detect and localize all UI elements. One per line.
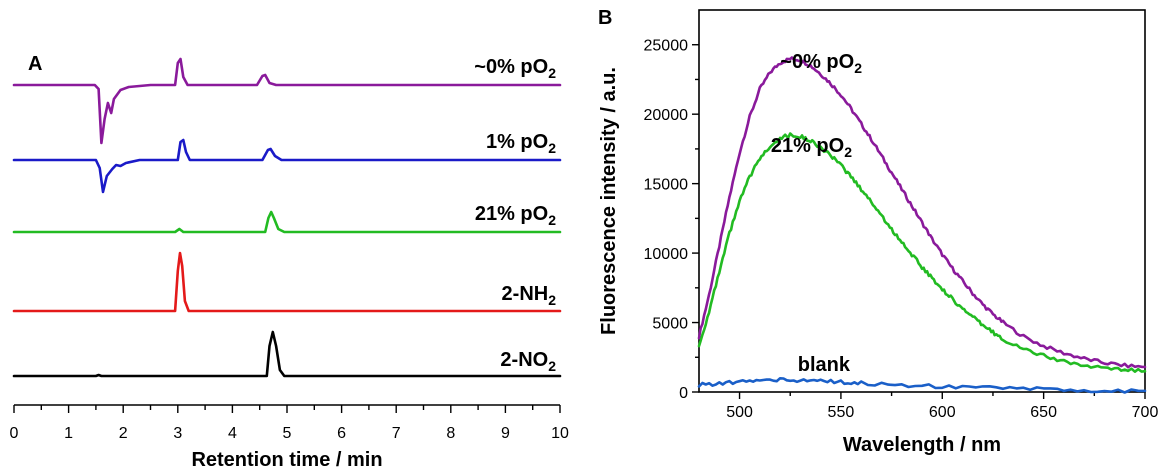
panel-b-trace-labels: ~0% pO2 21% pO2 blank <box>771 51 862 376</box>
panel-a-x-ticks: 0 1 2 3 4 5 6 7 8 9 10 <box>10 405 569 442</box>
trace-label-1: 21% pO2 <box>771 135 852 160</box>
x-tick-label: 8 <box>446 425 455 442</box>
x-tick-label: 1 <box>64 425 73 442</box>
panel-a-letter: A <box>28 53 42 75</box>
panel-b-plot-frame <box>698 9 1146 393</box>
y-tick-label: 15000 <box>644 177 689 194</box>
y-tick-label: 25000 <box>644 38 689 55</box>
x-tick-label: 3 <box>173 425 182 442</box>
trace-1 <box>12 138 562 194</box>
panel-b-letter: B <box>598 7 612 29</box>
trace-label-4: 2-NO2 <box>500 349 556 374</box>
trace-0 <box>12 57 562 145</box>
trace-label-0: ~0% pO2 <box>780 51 862 76</box>
panel-b-fluorescence: B 500 550 600 650 700 0 5000 10000 15000 20000 250… <box>598 7 1158 456</box>
trace-2 <box>697 377 1147 394</box>
x-tick-label: 7 <box>392 425 401 442</box>
trace-2 <box>12 210 562 234</box>
panel-b-x-axis-title: Wavelength / nm <box>843 434 1001 456</box>
trace-label-3: 2-NH2 <box>502 283 557 308</box>
panel-b-ticks: 500 550 600 650 700 0 5000 10000 15000 20000 25000 <box>644 38 1159 421</box>
y-tick-label: 10000 <box>644 246 689 263</box>
trace-label-2: 21% pO2 <box>475 203 556 228</box>
panel-a-x-axis-title: Retention time / min <box>191 449 382 471</box>
panel-b-traces <box>697 56 1147 394</box>
trace-3 <box>12 251 562 313</box>
x-tick-label: 6 <box>337 425 346 442</box>
trace-label-0: ~0% pO2 <box>474 56 556 81</box>
x-tick-label: 4 <box>228 425 237 442</box>
panel-b-y-axis-title: Fluorescence intensity / a.u. <box>598 67 620 335</box>
x-tick-label: 550 <box>828 404 855 421</box>
x-tick-label: 10 <box>551 425 569 442</box>
trace-label-2: blank <box>798 354 851 376</box>
x-tick-label: 5 <box>283 425 292 442</box>
trace-1 <box>697 132 1147 373</box>
panel-a-trace-labels: ~0% pO2 1% pO2 21% pO2 2-NH2 2-NO2 <box>474 56 556 374</box>
trace-4 <box>12 330 562 378</box>
x-tick-label: 650 <box>1030 404 1057 421</box>
y-tick-label: 5000 <box>652 316 688 333</box>
trace-label-1: 1% pO2 <box>486 131 556 156</box>
y-tick-label: 20000 <box>644 107 689 124</box>
x-tick-label: 2 <box>119 425 128 442</box>
panel-a-traces <box>12 57 562 378</box>
x-tick-label: 9 <box>501 425 510 442</box>
x-tick-label: 500 <box>726 404 753 421</box>
panel-a-chromatogram: A 0 1 2 3 4 5 6 7 8 9 10 ~0% pO2 1% pO2 21% pO2 2-NH2… <box>10 53 569 471</box>
x-tick-label: 0 <box>10 425 19 442</box>
y-tick-label: 0 <box>679 385 688 402</box>
x-tick-label: 600 <box>929 404 956 421</box>
x-tick-label: 700 <box>1132 404 1159 421</box>
trace-0 <box>697 56 1147 369</box>
